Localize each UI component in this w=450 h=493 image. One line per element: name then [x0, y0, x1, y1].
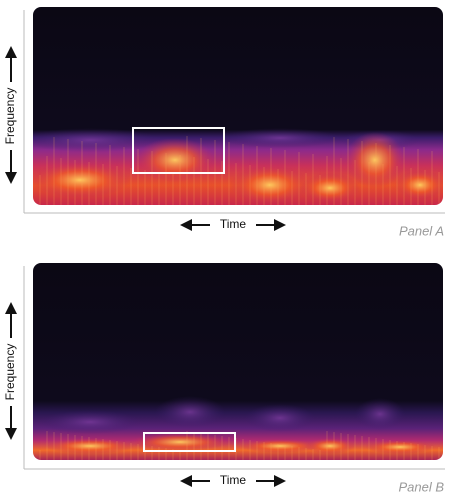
energy-region [305, 438, 355, 454]
panel: Frequency Time Panel A [3, 7, 445, 238]
spectrogram [33, 263, 443, 460]
x-axis-label: Time [220, 473, 247, 487]
energy-region [240, 439, 320, 453]
energy-region [33, 128, 160, 152]
energy-region [220, 128, 340, 148]
panel: Frequency Time Panel B [3, 263, 445, 493]
energy-region [135, 138, 215, 182]
energy-region [245, 404, 315, 432]
energy-region [33, 162, 130, 198]
y-axis-label: Frequency [3, 88, 17, 145]
panel-label: Panel B [398, 479, 444, 493]
y-axis-label: Frequency [3, 344, 17, 401]
energy-region [395, 170, 443, 200]
energy-region [355, 398, 405, 430]
energy-region [345, 132, 405, 188]
energy-region [300, 173, 360, 203]
energy-region [155, 396, 225, 428]
highlight-box [143, 432, 236, 452]
energy-region [130, 433, 230, 451]
energy-region [40, 410, 140, 434]
energy-region [230, 165, 310, 205]
energy-region [365, 440, 435, 454]
x-axis-label: Time [220, 217, 247, 231]
spectrogram [33, 7, 443, 205]
highlight-box [132, 127, 225, 174]
panel-label: Panel A [399, 223, 444, 238]
energy-region [45, 438, 135, 454]
